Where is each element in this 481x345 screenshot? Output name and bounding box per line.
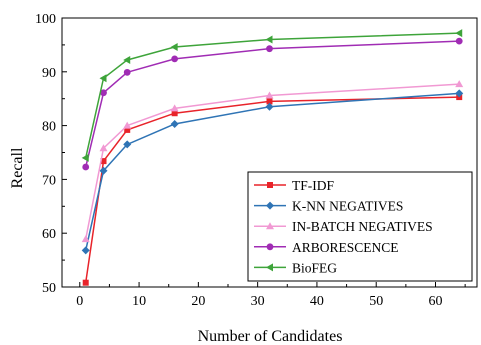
series-in-batch-negatives	[81, 80, 464, 243]
legend-marker-tf-idf	[267, 182, 273, 188]
y-axis-label: Recall	[9, 147, 26, 188]
data-point-biofeg	[99, 74, 107, 83]
y-tick-label: 80	[42, 120, 56, 135]
data-point-k-nn-negatives	[123, 140, 132, 149]
series-biofeg	[81, 29, 463, 162]
series-k-nn-negatives	[81, 89, 464, 255]
legend-marker-arborescence	[266, 243, 274, 251]
data-point-biofeg	[123, 55, 131, 64]
data-point-in-batch-negatives	[123, 121, 132, 129]
y-tick-label: 70	[42, 173, 56, 188]
legend-label-biofeg: BioFEG	[292, 260, 337, 275]
x-tick-label: 30	[251, 294, 265, 309]
legend-label-k-nn-negatives: K-NN NEGATIVES	[292, 199, 403, 214]
legend-label-arborescence: ARBORESCENCE	[292, 240, 399, 255]
data-point-k-nn-negatives	[265, 102, 274, 111]
data-point-biofeg	[455, 29, 463, 38]
axes: 50 60 70 80 90 100 0 10 20 30 40 50 60	[35, 12, 478, 309]
x-tick-label: 40	[310, 294, 324, 309]
data-point-in-batch-negatives	[99, 144, 108, 152]
data-point-biofeg	[170, 43, 178, 52]
series-line-biofeg	[84, 32, 460, 159]
data-point-tf-idf	[100, 158, 107, 165]
data-point-tf-idf	[266, 98, 273, 105]
data-point-arborescence	[171, 55, 179, 63]
data-point-arborescence	[100, 89, 107, 97]
data-point-arborescence	[123, 68, 131, 76]
data-point-in-batch-negatives	[455, 80, 464, 88]
data-point-arborescence	[266, 45, 273, 53]
data-point-k-nn-negatives	[81, 246, 90, 255]
data-point-biofeg	[81, 153, 89, 162]
plot-area	[81, 29, 464, 286]
data-point-tf-idf	[124, 126, 131, 133]
x-tick-label: 10	[132, 294, 146, 309]
series-arborescence	[82, 37, 463, 171]
y-tick-label: 60	[42, 227, 56, 242]
data-point-tf-idf	[171, 110, 178, 117]
data-point-arborescence	[82, 163, 90, 171]
data-point-k-nn-negatives	[170, 119, 179, 128]
data-point-k-nn-negatives	[99, 166, 108, 175]
y-tick-label: 100	[35, 12, 56, 27]
legend-label-in-batch-negatives: IN-BATCH NEGATIVES	[292, 219, 433, 234]
legend-marker-biofeg	[266, 263, 273, 272]
legend-marker-k-nn-negatives	[266, 201, 274, 210]
x-tick-label: 0	[76, 294, 83, 309]
data-point-in-batch-negatives	[265, 91, 274, 99]
legend-marker-in-batch-negatives	[266, 222, 274, 230]
y-tick-label: 50	[42, 281, 56, 296]
x-axis-label: Number of Candidates	[198, 328, 343, 345]
series-line-in-batch-negatives	[84, 83, 460, 240]
y-tick-label: 90	[42, 66, 56, 81]
data-point-in-batch-negatives	[170, 104, 179, 112]
series-line-k-nn-negatives	[84, 92, 460, 251]
x-tick-label: 50	[369, 294, 383, 309]
series-line-arborescence	[84, 40, 460, 168]
data-point-arborescence	[455, 37, 463, 45]
data-point-tf-idf	[82, 279, 89, 286]
data-point-k-nn-negatives	[455, 89, 464, 98]
legend: TF-IDF K-NN NEGATIVES IN-BATCH NEGATIVES AR…	[247, 171, 473, 282]
x-tick-label: 20	[191, 294, 205, 309]
data-point-biofeg	[265, 35, 273, 44]
legend-label-tf-idf: TF-IDF	[292, 178, 334, 193]
data-point-in-batch-negatives	[81, 235, 90, 243]
x-tick-label: 60	[429, 294, 443, 309]
